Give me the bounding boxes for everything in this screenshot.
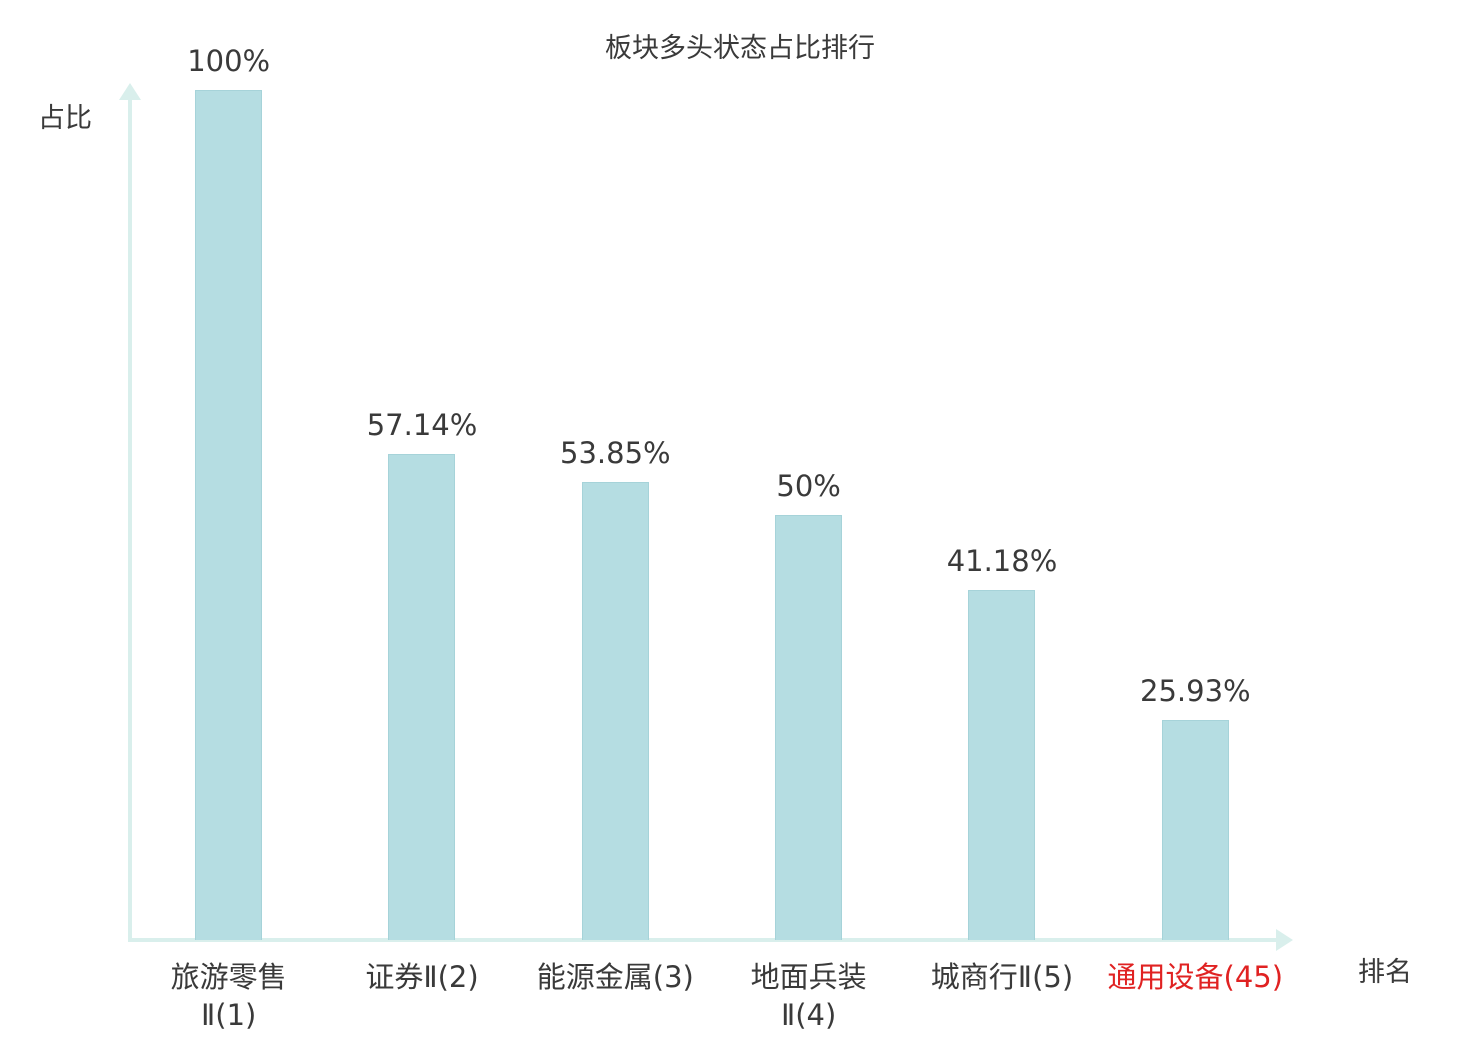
category-label: 能源金属(3)	[536, 960, 694, 994]
y-axis-line	[128, 98, 132, 942]
bar-column: 41.18%	[905, 0, 1098, 940]
bar-column: 100%	[132, 0, 325, 940]
chart-title: 板块多头状态占比排行	[605, 33, 875, 64]
bar-column: 57.14%	[325, 0, 518, 940]
category-label: 证券Ⅱ(2)	[365, 960, 479, 994]
bar	[388, 454, 456, 940]
bar-value-label: 53.85%	[560, 436, 671, 471]
bar-value-label: 41.18%	[946, 543, 1058, 578]
category-label: 通用设备(45)	[1107, 960, 1284, 994]
bar-value-label: 50%	[776, 469, 841, 503]
plot-area: 100% 57.14% 53.85% 50% 41.18% 25.93%	[132, 0, 1292, 940]
bar	[968, 589, 1036, 940]
bar	[775, 515, 843, 940]
bar-value-label: 100%	[187, 44, 271, 78]
category-label: 地面兵装 Ⅱ(4)	[750, 960, 867, 1033]
bar	[195, 90, 263, 940]
bar	[581, 482, 649, 940]
category-label: 城商行Ⅱ(5)	[930, 960, 1074, 994]
y-axis-label: 占比	[38, 103, 92, 134]
x-axis-label: 排名	[1358, 957, 1412, 988]
bar-value-label: 25.93%	[1140, 673, 1251, 708]
x-axis-line	[128, 938, 1278, 942]
y-axis-arrow-icon	[119, 83, 141, 100]
category-label: 旅游零售 Ⅱ(1)	[170, 960, 287, 1033]
bar-value-label: 57.14%	[366, 408, 478, 443]
bar-column: 53.85%	[519, 0, 712, 940]
bar-column: 50%	[712, 0, 905, 940]
bar	[1161, 719, 1229, 940]
category-labels-row: 旅游零售 Ⅱ(1) 证券Ⅱ(2) 能源金属(3) 地面兵装 Ⅱ(4) 城商行Ⅱ(5) 通用…	[132, 958, 1292, 1035]
x-axis-arrow-icon	[1276, 929, 1293, 951]
bar-column: 25.93%	[1099, 0, 1292, 940]
